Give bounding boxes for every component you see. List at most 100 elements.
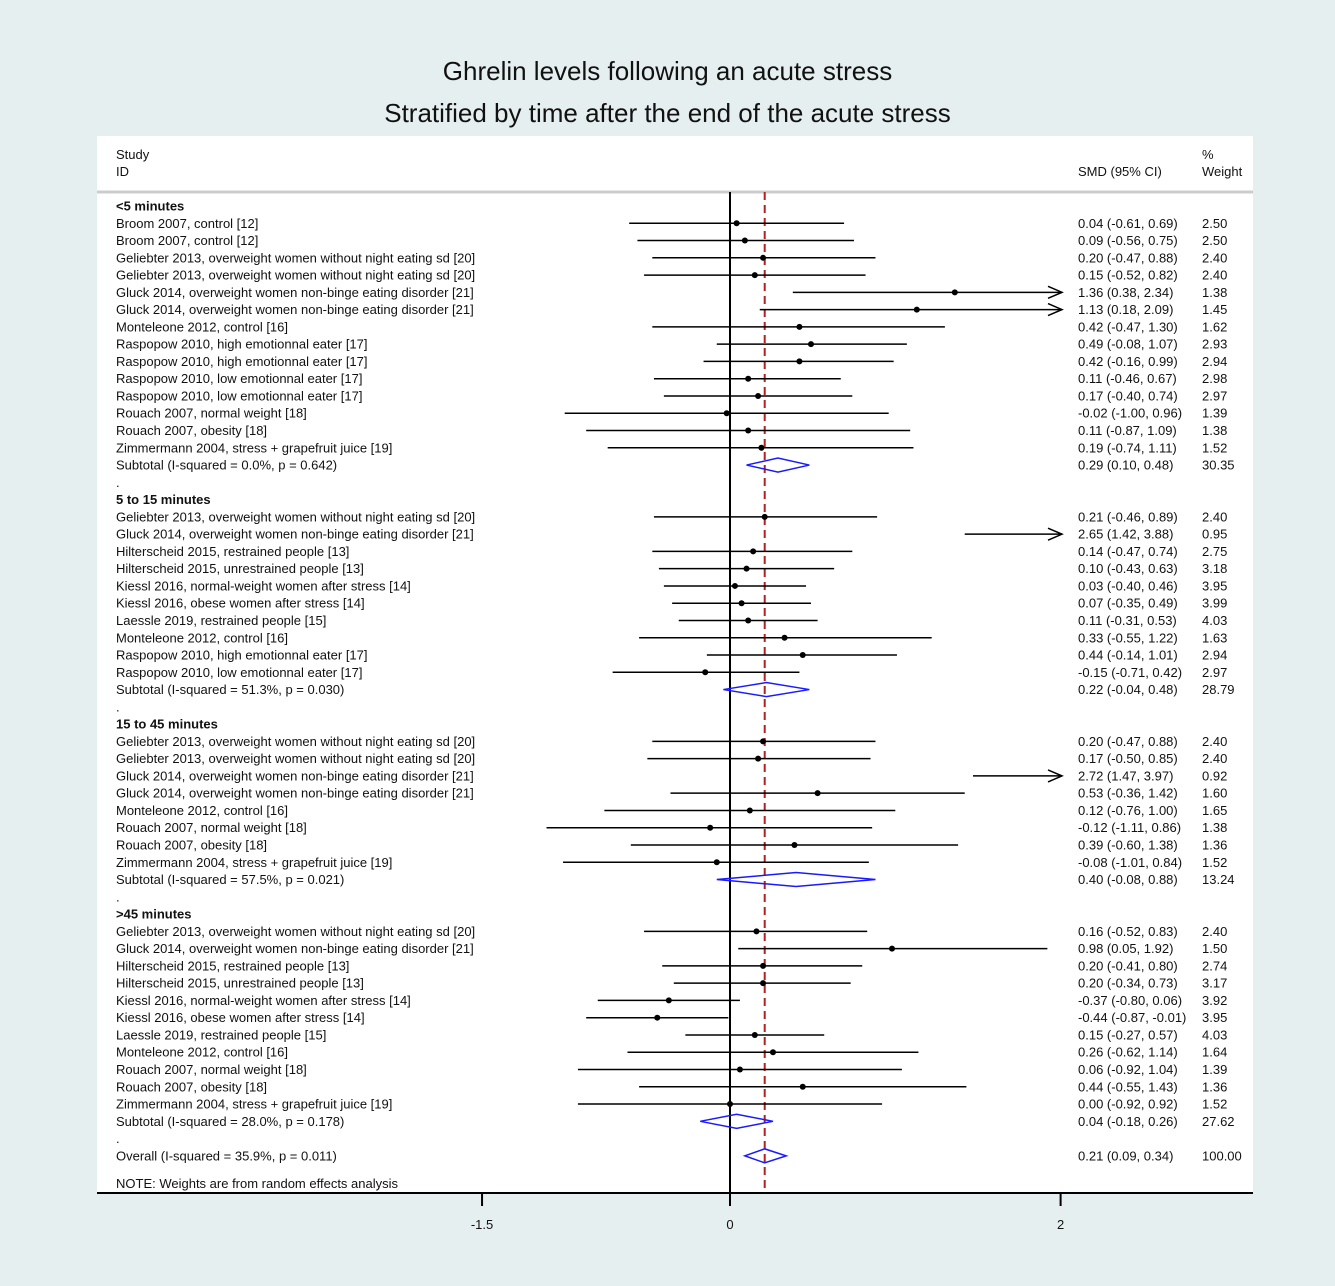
row-weight: 2.50 [1202, 216, 1227, 231]
row-weight: 1.38 [1202, 423, 1227, 438]
row-label: Raspopow 2010, low emotionnal eater [17] [116, 388, 362, 403]
forest-row-study: Geliebter 2013, overweight women without… [116, 509, 1227, 524]
forest-row-subtotal: Subtotal (I-squared = 28.0%, p = 0.178) 0… [116, 1113, 1235, 1130]
row-label: Broom 2007, control [12] [116, 216, 258, 231]
row-weight: 1.39 [1202, 1062, 1227, 1077]
row-weight: 2.40 [1202, 734, 1227, 749]
row-weight: 2.97 [1202, 388, 1227, 403]
forest-row-study: Raspopow 2010, low emotionnal eater [17]… [116, 665, 1227, 680]
row-effect-ci: 0.15 (-0.27, 0.57) [1078, 1027, 1178, 1042]
point-estimate [807, 341, 814, 348]
forest-row-study: Zimmermann 2004, stress + grapefruit jui… [116, 440, 1227, 455]
point-estimate [727, 1101, 733, 1108]
row-label: . [116, 475, 120, 490]
row-label: Raspopow 2010, high emotionnal eater [17… [116, 354, 368, 369]
row-label: Geliebter 2013, overweight women without… [116, 751, 475, 766]
point-estimate [769, 1049, 776, 1056]
weights-note: NOTE: Weights are from random effects an… [116, 1176, 399, 1191]
row-weight: 30.35 [1202, 458, 1235, 473]
row-label: Raspopow 2010, low emotionnal eater [17] [116, 665, 362, 680]
point-estimate [760, 738, 767, 745]
row-weight: 13.24 [1202, 872, 1235, 887]
forest-row-subtotal: Subtotal (I-squared = 0.0%, p = 0.642) 0.… [116, 457, 1235, 473]
ci-arrow-icon [1047, 285, 1064, 300]
row-label: Rouach 2007, obesity [18] [116, 423, 267, 438]
row-label: Kiessl 2016, obese women after stress [1… [116, 596, 365, 611]
point-estimate [758, 444, 765, 451]
point-estimate [654, 1014, 661, 1021]
row-label: Gluck 2014, overweight women non-binge e… [116, 786, 474, 801]
row-effect-ci: 0.21 (0.09, 0.34) [1078, 1148, 1173, 1163]
subtotal-diamond [700, 1113, 774, 1130]
point-estimate [745, 427, 752, 434]
row-weight: 3.95 [1202, 1010, 1227, 1025]
row-label: Rouach 2007, obesity [18] [116, 837, 267, 852]
forest-row-dot: . [116, 699, 120, 714]
row-label: Zimmermann 2004, stress + grapefruit jui… [116, 440, 392, 455]
row-weight: 0.95 [1202, 527, 1227, 542]
row-effect-ci: 0.17 (-0.40, 0.74) [1078, 388, 1178, 403]
point-estimate [745, 617, 752, 624]
row-label: Monteleone 2012, control [16] [116, 630, 288, 645]
row-weight: 2.94 [1202, 354, 1227, 369]
row-weight: 2.97 [1202, 665, 1227, 680]
point-estimate [736, 1066, 743, 1073]
forest-row-study: Hilterscheid 2015, restrained people [13… [116, 958, 1227, 973]
forest-row-overall: Overall (I-squared = 35.9%, p = 0.011) 0.… [116, 1148, 1242, 1164]
forest-row-study: Laessle 2019, restrained people [15] 0.15… [116, 1027, 1227, 1042]
id-header: ID [116, 164, 129, 179]
row-label: Monteleone 2012, control [16] [116, 1045, 288, 1060]
row-effect-ci: 0.26 (-0.62, 1.14) [1078, 1045, 1178, 1060]
x-tick-label: 0 [726, 1217, 733, 1232]
x-axis: -1.5 0 2 [97, 1192, 1253, 1232]
row-weight: 2.75 [1202, 544, 1227, 559]
x-tick-label: 2 [1057, 1217, 1064, 1232]
row-effect-ci: 0.20 (-0.47, 0.88) [1078, 250, 1178, 265]
row-weight: 1.36 [1202, 1079, 1227, 1094]
forest-row-study: Rouach 2007, normal weight [18] -0.02 (-1… [116, 406, 1227, 421]
row-label: . [116, 699, 120, 714]
row-effect-ci: 0.16 (-0.52, 0.83) [1078, 924, 1178, 939]
row-label: >45 minutes [116, 907, 192, 922]
row-effect-ci: 0.10 (-0.43, 0.63) [1078, 561, 1178, 576]
point-estimate [888, 945, 895, 952]
row-label: Kiessl 2016, normal-weight women after s… [116, 993, 411, 1008]
point-estimate [951, 289, 958, 296]
row-weight: 1.39 [1202, 406, 1227, 421]
row-label: Rouach 2007, obesity [18] [116, 1079, 267, 1094]
point-estimate [760, 962, 767, 969]
point-estimate [713, 859, 720, 866]
row-effect-ci: -0.12 (-1.11, 0.86) [1078, 820, 1181, 835]
row-label: Geliebter 2013, overweight women without… [116, 924, 475, 939]
row-weight: 1.50 [1202, 941, 1227, 956]
row-effect-ci: 0.14 (-0.47, 0.74) [1078, 544, 1178, 559]
forest-row-study: Raspopow 2010, high emotionnal eater [17… [116, 648, 1227, 663]
row-label: . [116, 1131, 120, 1146]
row-effect-ci: 0.20 (-0.47, 0.88) [1078, 734, 1178, 749]
row-label: Rouach 2007, normal weight [18] [116, 1062, 307, 1077]
row-weight: 0.92 [1202, 768, 1227, 783]
point-estimate [814, 790, 821, 797]
row-label: Hilterscheid 2015, unrestrained people [… [116, 561, 364, 576]
point-estimate [745, 375, 752, 382]
row-effect-ci: 0.11 (-0.46, 0.67) [1078, 371, 1177, 386]
row-weight: 1.45 [1202, 302, 1227, 317]
forest-row-study: Broom 2007, control [12] 0.04 (-0.61, 0.6… [116, 216, 1227, 231]
subtotal-diamond [716, 871, 876, 888]
forest-row-study: Hilterscheid 2015, unrestrained people [… [116, 561, 1227, 576]
row-weight: 1.38 [1202, 820, 1227, 835]
point-estimate [799, 652, 806, 659]
row-label: Hilterscheid 2015, restrained people [13… [116, 544, 349, 559]
row-label: Geliebter 2013, overweight women without… [116, 268, 475, 283]
forest-row-group: <5 minutes [116, 199, 184, 214]
row-effect-ci: 0.12 (-0.76, 1.00) [1078, 803, 1178, 818]
row-label: Raspopow 2010, low emotionnal eater [17] [116, 371, 362, 386]
row-weight: 3.99 [1202, 596, 1227, 611]
forest-row-study: Geliebter 2013, overweight women without… [116, 250, 1227, 265]
row-weight: 2.40 [1202, 751, 1227, 766]
row-label: Geliebter 2013, overweight women without… [116, 509, 475, 524]
forest-row-study: Kiessl 2016, obese women after stress [1… [116, 1010, 1227, 1025]
forest-row-study: Rouach 2007, obesity [18] 0.39 (-0.60, 1.… [116, 837, 1227, 852]
row-label: Monteleone 2012, control [16] [116, 803, 288, 818]
row-effect-ci: 0.15 (-0.52, 0.82) [1078, 268, 1178, 283]
